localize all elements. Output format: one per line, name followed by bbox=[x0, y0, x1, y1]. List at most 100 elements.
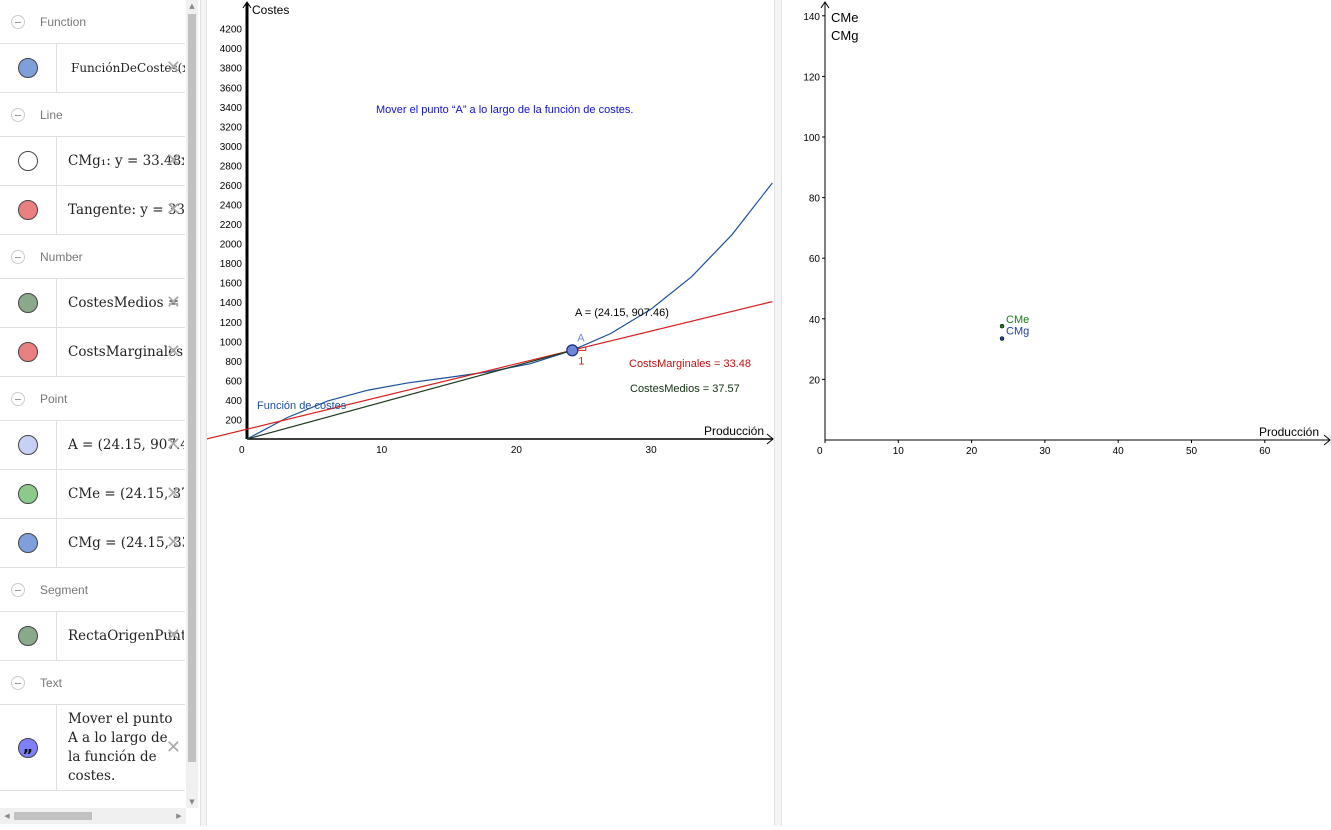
algebra-item[interactable]: „ Mover el punto A a lo largo de la funci… bbox=[0, 705, 185, 791]
delete-icon[interactable]: ✕ bbox=[165, 625, 181, 646]
graphics-view-costes[interactable]: 0 10 20 30 200 400 600 800 1000 1200 1400 1600 1800 2… bbox=[206, 0, 774, 826]
y-axis-arrow-icon bbox=[242, 1, 252, 9]
visibility-toggle-icon[interactable] bbox=[18, 200, 38, 220]
tangent-line bbox=[206, 301, 773, 440]
scroll-down-arrow-icon[interactable]: ▼ bbox=[189, 798, 195, 806]
collapse-icon[interactable] bbox=[11, 391, 25, 406]
algebra-item[interactable]: FunciónDeCostes(x) ✕ bbox=[0, 44, 185, 93]
y-tick-label: 600 bbox=[225, 376, 242, 387]
y-tick-label: 1200 bbox=[220, 318, 243, 329]
x-axis-arrow-icon bbox=[1323, 434, 1331, 446]
algebra-item[interactable]: CMe = (24.15, 37.5✕ bbox=[0, 470, 185, 519]
algebra-item[interactable]: RectaOrigenPunto =✕ bbox=[0, 612, 185, 661]
y-tick-label: 20 bbox=[809, 375, 821, 386]
y-tick-label: 800 bbox=[225, 357, 242, 368]
algebra-view: Function FunciónDeCostes(x) ✕ Line CMg₁: y =… bbox=[0, 0, 200, 826]
cost-chart[interactable]: 0 10 20 30 200 400 600 800 1000 1200 1400 1600 1800 2… bbox=[206, 0, 774, 826]
cme-label: CMe bbox=[1006, 314, 1029, 326]
delete-icon[interactable]: ✕ bbox=[165, 736, 181, 758]
algebra-item[interactable]: CMg = (24.15, 33.4✕ bbox=[0, 519, 185, 568]
x-tick-label: 10 bbox=[376, 445, 388, 456]
vertical-scroll-thumb[interactable] bbox=[188, 14, 196, 762]
y-tick-label: 2200 bbox=[220, 220, 243, 231]
algebra-item-definition[interactable]: CMe = (24.15, 37.5 bbox=[68, 486, 184, 502]
visibility-toggle-icon[interactable] bbox=[18, 151, 38, 171]
algebra-item-definition[interactable]: RectaOrigenPunto = bbox=[68, 628, 184, 644]
visibility-cell bbox=[0, 421, 57, 469]
collapse-icon[interactable] bbox=[11, 675, 25, 690]
point-a-caption: A = (24.15, 907.46) bbox=[575, 307, 669, 319]
delete-icon[interactable]: ✕ bbox=[165, 199, 181, 220]
collapse-icon[interactable] bbox=[11, 582, 25, 597]
cmg-point bbox=[999, 336, 1005, 341]
group-label: Number bbox=[40, 249, 83, 264]
group-header-segment[interactable]: Segment bbox=[0, 568, 185, 612]
x-axis-arrow-icon bbox=[766, 433, 774, 445]
visibility-cell bbox=[0, 44, 57, 92]
y-tick-label: 1600 bbox=[220, 279, 243, 290]
algebra-item[interactable]: CostesMedios = 37.✕ bbox=[0, 279, 185, 328]
visibility-cell bbox=[0, 186, 57, 234]
algebra-item-definition[interactable]: A = (24.15, 907.46) bbox=[68, 437, 184, 453]
visibility-cell bbox=[0, 328, 57, 376]
visibility-toggle-icon[interactable] bbox=[18, 293, 38, 313]
algebra-item[interactable]: Tangente: y = 33.4✕ bbox=[0, 186, 185, 235]
algebra-item[interactable]: CostsMarginales = 3✕ bbox=[0, 328, 185, 377]
delete-icon[interactable]: ✕ bbox=[165, 57, 181, 78]
algebra-item-definition[interactable]: FunciónDeCostes(x) bbox=[71, 61, 185, 75]
x-tick-label: 10 bbox=[893, 446, 905, 457]
visibility-toggle-icon[interactable] bbox=[18, 342, 38, 362]
y-tick-label: 3200 bbox=[220, 122, 243, 133]
visibility-toggle-icon[interactable] bbox=[18, 484, 38, 504]
group-header-text[interactable]: Text bbox=[0, 661, 185, 705]
collapse-icon[interactable] bbox=[11, 249, 25, 264]
visibility-toggle-icon[interactable] bbox=[18, 58, 38, 78]
delete-icon[interactable]: ✕ bbox=[165, 292, 181, 313]
algebra-item[interactable]: CMg₁: y = 33.48x -✕ bbox=[0, 137, 185, 186]
x-tick-label: 30 bbox=[646, 445, 658, 456]
function-label: Función de costes bbox=[257, 400, 347, 412]
view-divider[interactable] bbox=[200, 0, 207, 826]
graphics-view-cme-cmg[interactable]: 0 10 20 30 40 50 60 20 40 60 80 100 120 140 CMe CMg Prod… bbox=[782, 0, 1331, 826]
algebra-item-definition[interactable]: Mover el punto A a lo largo de la funció… bbox=[68, 710, 173, 784]
algebra-vertical-scrollbar[interactable]: ▲ ▼ bbox=[186, 0, 198, 808]
y-tick-label: 100 bbox=[803, 133, 820, 144]
algebra-item-definition[interactable]: CostsMarginales = 3 bbox=[68, 344, 184, 360]
group-header-line[interactable]: Line bbox=[0, 93, 185, 137]
algebra-item-definition[interactable]: CMg = (24.15, 33.4 bbox=[68, 535, 184, 551]
collapse-icon[interactable] bbox=[11, 107, 25, 122]
visibility-toggle-icon[interactable] bbox=[18, 435, 38, 455]
group-label: Text bbox=[40, 675, 63, 690]
y-tick-label: 2600 bbox=[220, 181, 243, 192]
scroll-right-arrow-icon[interactable]: ▶ bbox=[176, 812, 182, 820]
collapse-icon[interactable] bbox=[11, 14, 25, 29]
algebra-item[interactable]: A = (24.15, 907.46)✕ bbox=[0, 421, 185, 470]
algebra-item-definition[interactable]: CMg₁: y = 33.48x - bbox=[68, 153, 184, 169]
delete-icon[interactable]: ✕ bbox=[165, 532, 181, 553]
delete-icon[interactable]: ✕ bbox=[165, 434, 181, 455]
group-header-function[interactable]: Function bbox=[0, 0, 185, 44]
group-header-number[interactable]: Number bbox=[0, 235, 185, 279]
y-tick-label: 120 bbox=[803, 72, 820, 83]
x-tick-label: 40 bbox=[1113, 446, 1125, 457]
scroll-left-arrow-icon[interactable]: ◀ bbox=[4, 812, 10, 820]
algebra-horizontal-scrollbar[interactable]: ◀ ▶ bbox=[0, 808, 186, 824]
y-tick-label: 2400 bbox=[220, 201, 243, 212]
group-header-point[interactable]: Point bbox=[0, 377, 185, 421]
view-divider[interactable] bbox=[774, 0, 782, 826]
horizontal-scroll-thumb[interactable] bbox=[14, 812, 92, 820]
y-tick-label: 2000 bbox=[220, 240, 243, 251]
delete-icon[interactable]: ✕ bbox=[165, 341, 181, 362]
x-tick-label: 20 bbox=[511, 445, 523, 456]
algebra-item-definition[interactable]: Tangente: y = 33.4 bbox=[68, 202, 184, 218]
y-tick-label: 1000 bbox=[220, 337, 243, 348]
algebra-item-definition[interactable]: CostesMedios = 37. bbox=[68, 295, 184, 311]
scroll-up-arrow-icon[interactable]: ▲ bbox=[189, 2, 195, 10]
delete-icon[interactable]: ✕ bbox=[165, 483, 181, 504]
visibility-toggle-icon[interactable] bbox=[18, 533, 38, 553]
delete-icon[interactable]: ✕ bbox=[165, 150, 181, 171]
y-axis-arrow-icon bbox=[820, 1, 830, 9]
visibility-toggle-icon[interactable] bbox=[18, 626, 38, 646]
quote-icon[interactable]: „ bbox=[18, 737, 38, 758]
